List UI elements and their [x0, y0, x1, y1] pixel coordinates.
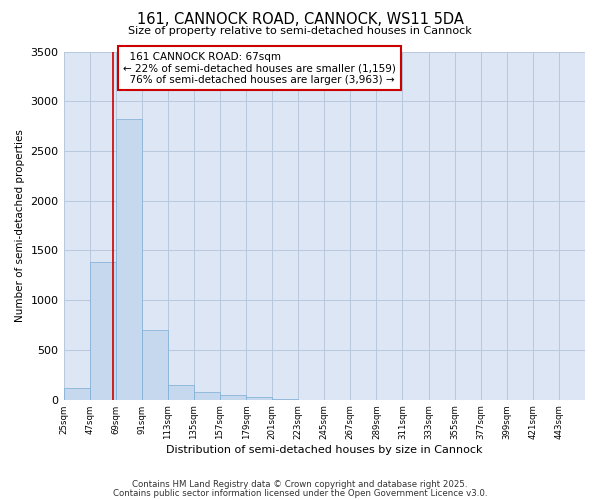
- Bar: [116, 119, 142, 400]
- Bar: [142, 330, 168, 400]
- X-axis label: Distribution of semi-detached houses by size in Cannock: Distribution of semi-detached houses by …: [166, 445, 482, 455]
- Y-axis label: Number of semi-detached properties: Number of semi-detached properties: [15, 129, 25, 322]
- Bar: [194, 392, 220, 400]
- Bar: [168, 385, 194, 400]
- Bar: [220, 395, 246, 400]
- Text: 161, CANNOCK ROAD, CANNOCK, WS11 5DA: 161, CANNOCK ROAD, CANNOCK, WS11 5DA: [137, 12, 463, 28]
- Bar: [246, 396, 272, 400]
- Bar: [272, 398, 298, 400]
- Text: Contains HM Land Registry data © Crown copyright and database right 2025.: Contains HM Land Registry data © Crown c…: [132, 480, 468, 489]
- Text: Contains public sector information licensed under the Open Government Licence v3: Contains public sector information licen…: [113, 488, 487, 498]
- Text: 161 CANNOCK ROAD: 67sqm  
← 22% of semi-detached houses are smaller (1,159)
  76: 161 CANNOCK ROAD: 67sqm ← 22% of semi-de…: [123, 52, 395, 84]
- Bar: [64, 388, 89, 400]
- Text: Size of property relative to semi-detached houses in Cannock: Size of property relative to semi-detach…: [128, 26, 472, 36]
- Bar: [89, 262, 116, 400]
